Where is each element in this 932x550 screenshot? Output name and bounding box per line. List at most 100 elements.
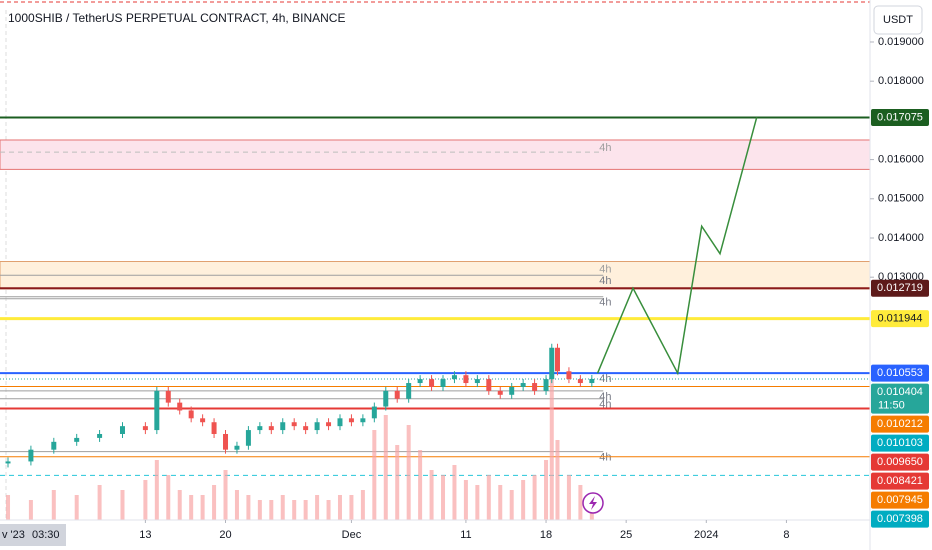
volume-bar bbox=[555, 440, 560, 520]
candle bbox=[509, 386, 515, 395]
candle bbox=[497, 390, 503, 395]
volume-bar bbox=[189, 495, 194, 520]
candle bbox=[337, 418, 343, 427]
volume-bar bbox=[143, 480, 148, 520]
price-badge-label: 0.010212 bbox=[877, 418, 923, 430]
y-tick-label: 0.014000 bbox=[878, 232, 924, 244]
candle bbox=[549, 347, 555, 380]
price-badge bbox=[871, 383, 929, 414]
candle bbox=[177, 402, 183, 411]
volume-bar bbox=[177, 490, 182, 520]
volume-bar bbox=[166, 475, 171, 520]
volume-bar bbox=[212, 485, 217, 520]
volume-bar bbox=[303, 500, 308, 520]
candle bbox=[211, 422, 217, 434]
volume-bar bbox=[395, 445, 400, 520]
volume-bar bbox=[97, 485, 102, 520]
price-badge-label: 0.011944 bbox=[877, 312, 922, 324]
price-badge-label: 0.008421 bbox=[877, 475, 923, 487]
candle bbox=[406, 383, 412, 399]
cursor-box bbox=[0, 524, 66, 546]
candle bbox=[417, 379, 423, 384]
volume-bar bbox=[441, 475, 446, 520]
candle bbox=[451, 375, 457, 380]
volume-bar bbox=[337, 495, 342, 520]
candle bbox=[360, 418, 366, 423]
candle bbox=[268, 426, 274, 431]
volume-bar bbox=[200, 495, 205, 520]
price-badge-label: 0.007945 bbox=[877, 494, 923, 506]
price-badge-label: 0.017075 bbox=[877, 111, 923, 123]
volume-bar bbox=[315, 495, 320, 520]
price-badge-label: 0.010404 bbox=[877, 386, 923, 398]
countdown: 11:50 bbox=[878, 400, 905, 412]
candle bbox=[314, 422, 320, 431]
currency-label[interactable]: USDT bbox=[883, 14, 913, 26]
volume-bar bbox=[509, 490, 514, 520]
candle bbox=[154, 390, 160, 431]
level-label: 4h bbox=[599, 391, 611, 403]
volume-bar bbox=[280, 495, 285, 520]
candle bbox=[566, 371, 572, 380]
price-badge-label: 0.012719 bbox=[877, 282, 923, 294]
volume-bar bbox=[234, 490, 239, 520]
cursor-time: 03:30 bbox=[32, 529, 60, 541]
volume-bar bbox=[566, 475, 571, 520]
candle bbox=[291, 422, 297, 427]
candle bbox=[394, 390, 400, 399]
x-tick-label: 11 bbox=[460, 529, 471, 541]
price-badge-label: 0.007398 bbox=[877, 513, 923, 525]
volume-bar bbox=[463, 480, 468, 520]
volume-bar bbox=[418, 450, 423, 520]
x-tick-label: Dec bbox=[342, 529, 362, 541]
volume-bar bbox=[326, 500, 331, 520]
candle bbox=[142, 426, 148, 431]
volume-bar bbox=[532, 475, 537, 520]
price-badge-label: 0.010103 bbox=[877, 437, 923, 449]
currency-button[interactable] bbox=[873, 5, 923, 35]
candle bbox=[303, 426, 309, 431]
volume-bar bbox=[6, 495, 11, 520]
y-tick-label: 0.015000 bbox=[878, 193, 924, 205]
volume-bar bbox=[360, 490, 365, 520]
volume-bar bbox=[120, 490, 125, 520]
price-badge bbox=[871, 510, 929, 528]
candle bbox=[474, 379, 480, 384]
price-badge bbox=[871, 108, 929, 126]
candle bbox=[463, 375, 469, 384]
candle bbox=[234, 445, 240, 450]
level-label: 4h bbox=[599, 275, 611, 287]
candle bbox=[577, 379, 583, 384]
volume-bar bbox=[578, 485, 583, 520]
candle bbox=[532, 383, 538, 391]
zone bbox=[0, 139, 871, 170]
volume-bar bbox=[475, 485, 480, 520]
price-badge bbox=[871, 434, 929, 452]
volume-bar bbox=[246, 495, 251, 520]
volume-bar bbox=[429, 470, 434, 520]
volume-bar bbox=[269, 500, 274, 520]
candle bbox=[5, 461, 11, 464]
candle bbox=[543, 379, 549, 391]
candle bbox=[520, 383, 526, 387]
price-badge-label: 0.010553 bbox=[877, 367, 923, 379]
candle bbox=[371, 406, 377, 419]
volume-bar bbox=[74, 495, 79, 520]
volume-bar bbox=[498, 485, 503, 520]
volume-bar bbox=[486, 475, 491, 520]
x-tick-label: 2024 bbox=[694, 529, 718, 541]
cursor-date: v '23 bbox=[2, 529, 25, 541]
price-badge bbox=[871, 472, 929, 490]
level-label: 4h bbox=[599, 373, 611, 385]
volume-bar bbox=[549, 370, 554, 520]
level-label: 4h bbox=[599, 297, 611, 309]
candle bbox=[223, 433, 229, 450]
volume-bar bbox=[292, 500, 297, 520]
candle bbox=[28, 449, 34, 462]
candle bbox=[74, 437, 80, 442]
alert-bolt bbox=[589, 496, 597, 510]
volume-bar bbox=[223, 470, 228, 520]
volume-bar bbox=[349, 495, 354, 520]
zone-label: 4h bbox=[599, 263, 611, 275]
